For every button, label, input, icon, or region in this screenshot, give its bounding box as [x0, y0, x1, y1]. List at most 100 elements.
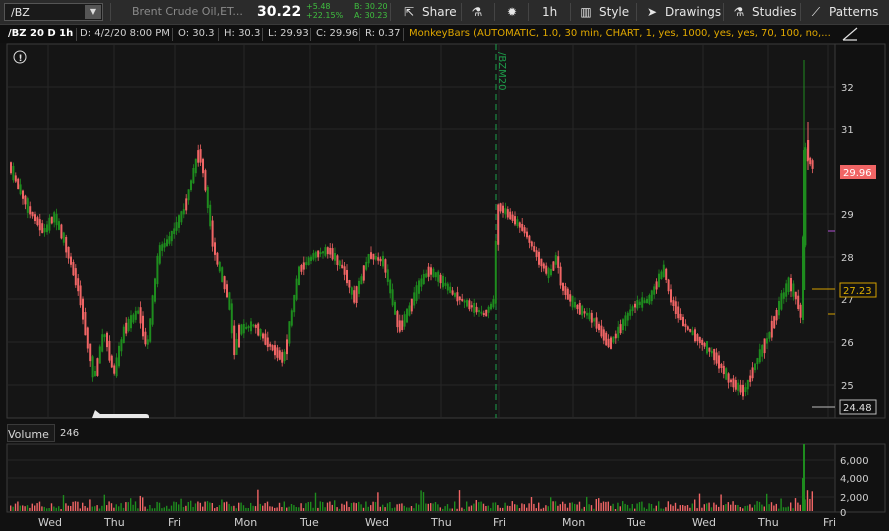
chart-info-bar: /BZ 20 D 1h D: 4/2/20 8:00 PM O: 30.3 H:… — [0, 25, 889, 43]
candle-body — [511, 214, 514, 221]
candle-body — [240, 324, 243, 335]
candle-body — [797, 295, 800, 309]
studies-button[interactable]: ⚗ Studies — [731, 0, 797, 24]
candle-body — [202, 158, 204, 174]
chart-settings-icon[interactable] — [842, 27, 858, 41]
settings-button[interactable]: ✹ — [504, 0, 520, 24]
chevron-down-icon[interactable]: ▼ — [85, 5, 101, 19]
style-label: Style — [599, 5, 630, 19]
candle-body — [84, 312, 87, 336]
price-tick: 26 — [841, 338, 854, 349]
volume-bar — [175, 502, 177, 511]
candle-body — [662, 264, 665, 277]
candle-body — [19, 184, 22, 195]
price-axis: 32 31 29 28 27 26 25 — [841, 83, 854, 392]
candle-body — [679, 313, 682, 320]
share-button[interactable]: ⇱ Share — [401, 0, 457, 24]
candle-body — [612, 336, 615, 343]
candle-body — [516, 219, 519, 226]
volume-bar — [677, 508, 679, 511]
style-button[interactable]: ▥ Style — [578, 0, 629, 24]
volume-bar — [665, 507, 667, 511]
volume-bar — [427, 503, 429, 511]
volume-bar — [312, 507, 314, 511]
alert-icon[interactable] — [13, 50, 27, 64]
drawings-button[interactable]: ➤ Drawings — [644, 0, 721, 24]
ask-value: A: 30.23 — [354, 11, 388, 20]
volume-bar — [139, 495, 141, 511]
volume-bar — [120, 503, 122, 511]
studies-flask-button[interactable]: ⚗ — [469, 0, 485, 24]
candle-body — [523, 227, 526, 234]
candle-body — [130, 315, 132, 329]
candle-body — [473, 303, 476, 313]
candle-body — [259, 329, 262, 337]
info-divider — [262, 28, 263, 41]
interval-button[interactable]: 1h — [542, 0, 557, 24]
candle-body — [665, 268, 668, 280]
volume-bar — [187, 502, 189, 511]
low-badge-text: 24.48 — [843, 403, 872, 414]
candle-body — [406, 308, 408, 323]
candle-body — [542, 263, 545, 269]
volume-bar — [701, 507, 703, 511]
volume-bar — [803, 444, 805, 511]
volume-bar — [154, 508, 156, 511]
gear-icon: ✹ — [506, 5, 518, 19]
volume-bar — [605, 501, 607, 511]
volume-bar — [670, 504, 672, 511]
candle-body — [552, 261, 555, 271]
candle-body — [794, 291, 797, 300]
volume-bar — [607, 501, 609, 511]
volume-bar — [199, 502, 201, 511]
volume-bar — [271, 506, 273, 511]
study-label[interactable]: MonkeyBars (AUTOMATIC, 1.0, 30 min, CHAR… — [409, 28, 831, 39]
candle-body — [187, 189, 190, 201]
volume-bar — [785, 507, 787, 511]
candle-body — [744, 387, 747, 392]
volume-bar — [478, 502, 480, 511]
candle-body — [336, 255, 339, 265]
candle-body — [518, 222, 521, 228]
candle-body — [355, 286, 358, 303]
candle-body — [58, 221, 60, 230]
time-axis: Wed Thu Fri Mon Tue Wed Thu Fri Mon Tue Wed Thu Fri — [38, 516, 836, 529]
volume-bar — [310, 501, 312, 511]
volume-bar — [19, 505, 21, 511]
volume-bar — [53, 506, 55, 511]
bar-low: L: 29.93 — [268, 28, 309, 39]
volume-bar — [262, 505, 264, 511]
candle-body — [533, 246, 536, 252]
share-label: Share — [422, 5, 457, 19]
candle-body — [554, 255, 557, 265]
candle-body — [451, 290, 454, 295]
candle-body — [377, 257, 380, 261]
volume-bar — [602, 501, 605, 511]
candle-body — [29, 206, 32, 215]
candle-body — [749, 375, 752, 382]
candle-body — [485, 309, 488, 317]
candle-body — [667, 279, 670, 292]
candle-body — [192, 168, 195, 184]
volume-value: 246 — [60, 428, 80, 439]
volume-bar — [305, 503, 307, 511]
symbol-selector[interactable]: /BZ ▼ — [4, 3, 103, 21]
volume-bar — [293, 505, 295, 511]
patterns-button[interactable]: ⟋ Patterns — [808, 0, 879, 24]
volume-bar — [542, 507, 545, 511]
candle-body — [65, 237, 68, 253]
candle-body — [598, 323, 600, 331]
volume-bar — [391, 508, 393, 511]
volume-bar — [689, 507, 691, 511]
volume-bar — [482, 503, 485, 511]
candle-body — [420, 278, 423, 287]
candle-body — [96, 358, 99, 376]
info-divider — [172, 28, 173, 41]
volume-bar — [550, 497, 552, 511]
volume-label: Volume — [8, 428, 49, 441]
volume-bar — [540, 508, 542, 511]
candle-body — [732, 378, 735, 388]
candle-body — [288, 321, 291, 344]
volume-bar — [151, 508, 153, 511]
